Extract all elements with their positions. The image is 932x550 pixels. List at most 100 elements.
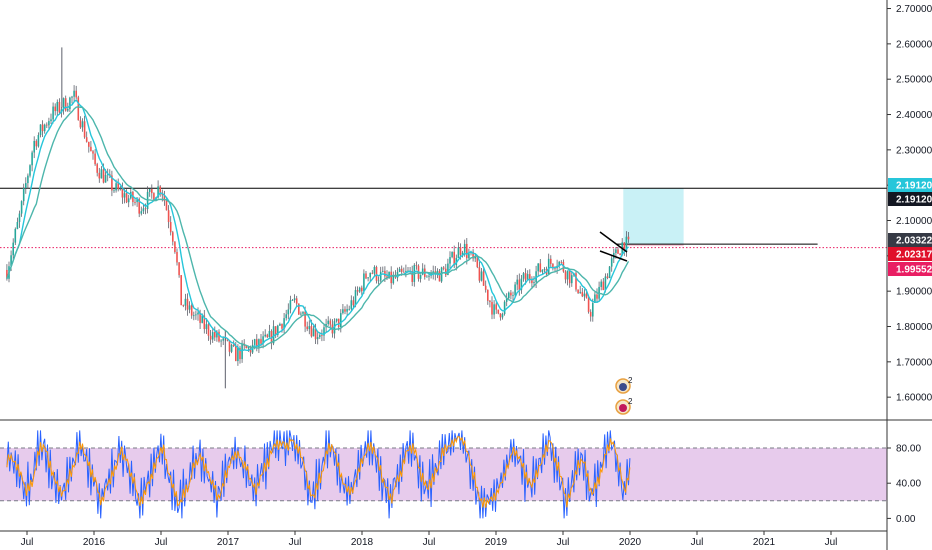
candle-body [388, 271, 390, 279]
oscillator-axis-label: 0.00 [896, 514, 916, 525]
candle-body [232, 344, 235, 346]
candle-body [529, 274, 531, 280]
candle-body [262, 336, 264, 344]
time-axis-label: Jul [825, 537, 838, 548]
candle-body [113, 190, 115, 192]
oscillator-axis-label: 80.00 [896, 444, 921, 455]
candle-body [220, 340, 222, 342]
candle-body [123, 193, 126, 198]
candle-body [85, 137, 88, 142]
candle-body [447, 263, 449, 276]
time-axis[interactable]: Jul 2016 Jul 2017 Jul 2018 Jul 2019 Jul 2020 Jul 20… [21, 531, 838, 548]
candle-body [81, 121, 84, 128]
candle-body [476, 256, 479, 268]
candle-body [541, 269, 544, 272]
candle-body [457, 247, 460, 258]
candle-body [564, 271, 567, 280]
candle-body [35, 140, 38, 147]
candle-body [405, 270, 407, 272]
candle-body [46, 124, 48, 126]
candle-body [453, 251, 455, 266]
candle-body [554, 267, 556, 269]
candle-body [468, 253, 470, 259]
candle-body [346, 309, 348, 312]
candle-body [407, 270, 409, 272]
candle-body [272, 326, 275, 344]
candle-body [291, 300, 294, 301]
candle-body [157, 186, 159, 198]
candle-body [285, 314, 287, 319]
candle-body [203, 315, 206, 330]
candle-body [596, 294, 598, 299]
candle-body [327, 320, 329, 325]
candle-body [373, 266, 376, 274]
candle-body [52, 106, 54, 120]
candle-body [75, 90, 77, 98]
candle-body [400, 268, 403, 272]
candle-body [625, 236, 628, 252]
candle-body [71, 96, 73, 98]
candle-body [54, 106, 56, 112]
candle-body [363, 273, 365, 292]
price-axis-label: 2.30000 [896, 145, 932, 156]
candle-body [264, 334, 266, 337]
oscillator-axis[interactable]: 80.00 40.00 0.00 [887, 444, 921, 525]
candle-body [310, 326, 313, 337]
candle-body [440, 267, 443, 282]
time-axis-label: Jul [691, 537, 704, 548]
candle-body [514, 284, 516, 296]
candle-body [520, 278, 523, 290]
candle-body [199, 312, 201, 323]
trade-stop-zone[interactable] [623, 244, 684, 247]
candle-body [48, 121, 50, 126]
candle-body [480, 271, 483, 281]
candle-body [165, 200, 168, 211]
candle-body [201, 315, 203, 323]
candle-body [22, 188, 25, 202]
candle-body [190, 305, 193, 316]
candle-body [180, 275, 182, 306]
price-tag-label: 1.99552 [896, 265, 932, 276]
candle-body [39, 124, 42, 136]
candle-body [279, 324, 281, 326]
candle-body [247, 346, 250, 349]
candle-body [226, 339, 229, 341]
candle-body [543, 269, 546, 270]
candle-body [193, 315, 195, 317]
candle-body [510, 292, 512, 296]
candle-body [552, 263, 554, 268]
candle-body [142, 208, 145, 212]
trade-target-zone[interactable] [623, 188, 684, 245]
candle-body [209, 335, 212, 340]
candle-body [266, 334, 269, 338]
candle-body [77, 97, 80, 121]
candle-body [606, 276, 609, 279]
candle-body [348, 308, 350, 310]
candle-body [253, 339, 256, 345]
candle-body [493, 304, 495, 315]
oscillator-d-line [6, 436, 631, 508]
candle-body [535, 271, 537, 283]
candle-body [184, 298, 187, 306]
candle-body [478, 267, 481, 281]
candle-body [321, 335, 323, 336]
oscillator-axis-label: 40.00 [896, 479, 921, 490]
candle-body [111, 175, 113, 191]
price-axis-label: 2.70000 [896, 4, 932, 15]
candle-body [18, 213, 21, 223]
oscillator-pane[interactable] [0, 430, 887, 519]
triangle-pattern-drawing[interactable] [599, 231, 628, 262]
candle-body [589, 311, 592, 317]
candle-body [302, 311, 304, 314]
news-badge[interactable]: 2 [615, 397, 633, 415]
candle-body [172, 232, 174, 242]
candle-body [495, 304, 497, 310]
candle-body [12, 242, 14, 256]
candle-body [472, 251, 474, 259]
candle-body [522, 273, 525, 279]
price-pane[interactable]: 2 2 [0, 47, 887, 415]
earnings-badge[interactable]: 2 [615, 376, 633, 394]
candle-body [533, 282, 535, 284]
candle-body [531, 279, 533, 284]
